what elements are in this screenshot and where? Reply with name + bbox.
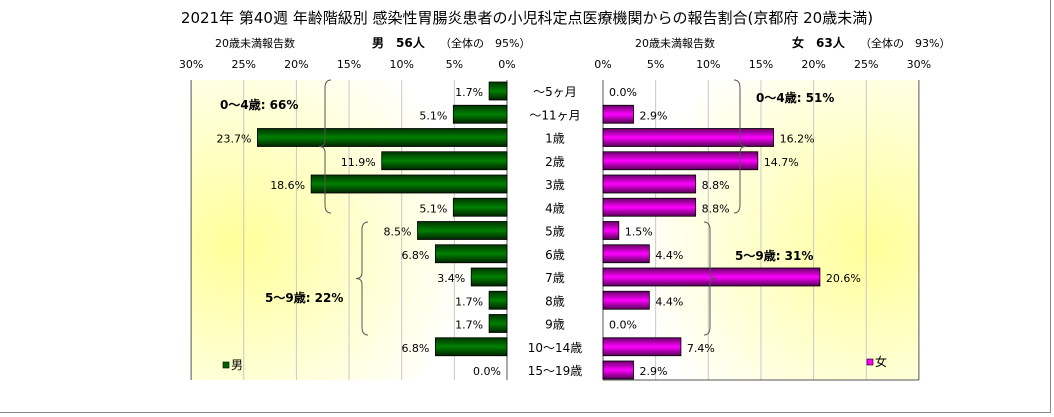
male-header-count: 男 56人 [372, 35, 426, 50]
category-label: ～5ヶ月 [533, 85, 577, 99]
female-bar [602, 290, 650, 310]
male-bar [488, 290, 508, 310]
female-tick-label: 20% [801, 58, 825, 71]
category-label: ～11ヶ月 [529, 108, 580, 122]
female-data-label: 20.6% [826, 272, 861, 285]
female-data-label: 14.7% [764, 156, 799, 169]
category-label: 7歳 [545, 271, 565, 285]
category-label: 5歳 [545, 225, 565, 239]
female-data-label: 2.9% [640, 109, 668, 122]
category-label: 15～19歳 [528, 364, 583, 378]
male-bar [452, 197, 508, 217]
female-bar [602, 197, 697, 217]
female-brace-5-9 [703, 221, 717, 336]
male-bar [452, 104, 508, 124]
female-data-label: 4.4% [655, 249, 683, 262]
male-tick-label: 15% [337, 58, 361, 71]
male-tick-label: 0% [498, 58, 515, 71]
male-group-label: 0～4歳: 66% [220, 97, 298, 112]
male-group-label: 5～9歳: 22% [265, 290, 343, 305]
category-label: 6歳 [545, 248, 565, 262]
male-legend-label: 男 [231, 358, 243, 372]
male-data-label: 11.9% [341, 156, 376, 169]
male-data-label: 1.7% [455, 295, 483, 308]
female-tick-label: 5% [647, 58, 664, 71]
male-tick-label: 25% [232, 58, 256, 71]
female-legend-swatch [866, 358, 874, 366]
female-bar [602, 337, 682, 357]
female-data-label: 0.0% [609, 86, 637, 99]
female-data-label: 4.4% [655, 295, 683, 308]
male-bar [417, 221, 508, 240]
category-label: 2歳 [545, 155, 565, 169]
male-bar [488, 81, 508, 101]
female-bar [602, 128, 774, 147]
male-bar [434, 337, 508, 357]
male-bar [381, 151, 508, 171]
male-header-share: （全体の 95%） [440, 36, 530, 50]
male-data-label: 3.4% [437, 272, 465, 285]
female-bar [602, 244, 650, 264]
female-data-label: 0.0% [609, 319, 637, 332]
female-data-label: 8.8% [702, 179, 730, 192]
category-label: 10～14歳 [528, 341, 583, 355]
male-legend-swatch [222, 361, 230, 369]
male-brace-5-9 [355, 221, 369, 336]
female-group-label: 0～4歳: 51% [756, 90, 834, 105]
female-bar [602, 104, 634, 124]
male-data-label: 5.1% [419, 109, 447, 122]
female-header-count: 女 63人 [792, 35, 846, 50]
male-tick-label: 20% [284, 58, 308, 71]
female-data-label: 1.5% [625, 226, 653, 239]
category-label: 9歳 [545, 318, 565, 332]
female-data-label: 2.9% [640, 365, 668, 378]
female-bar [602, 221, 620, 240]
chart-title: 2021年 第40週 年齢階級別 感染性胃腸炎患者の小児科定点医療機関からの報告… [181, 9, 873, 27]
category-label: 3歳 [545, 178, 565, 192]
male-bar [310, 174, 508, 194]
female-header-share: （全体の 93%） [860, 36, 950, 50]
male-tick-label: 10% [389, 58, 413, 71]
male-brace-0-4 [318, 79, 332, 214]
male-data-label: 23.7% [216, 133, 251, 146]
female-data-label: 16.2% [780, 133, 815, 146]
female-tick-label: 10% [696, 58, 720, 71]
female-tick-label: 15% [749, 58, 773, 71]
female-bar [602, 174, 697, 194]
female-tick-label: 25% [854, 58, 878, 71]
category-label: 8歳 [545, 294, 565, 308]
female-tick-label: 0% [594, 58, 611, 71]
female-data-label: 8.8% [702, 202, 730, 215]
male-tick-label: 5% [446, 58, 463, 71]
male-tick-label: 30% [179, 58, 203, 71]
male-bar [257, 128, 508, 147]
male-data-label: 1.7% [455, 86, 483, 99]
male-data-label: 8.5% [384, 226, 412, 239]
female-data-label: 7.4% [687, 342, 715, 355]
category-label: 1歳 [545, 132, 565, 146]
male-bar [488, 314, 508, 333]
male-data-label: 6.8% [401, 249, 429, 262]
male-data-label: 6.8% [401, 342, 429, 355]
male-bar [434, 244, 508, 264]
male-data-label: 1.7% [455, 319, 483, 332]
female-tick-label: 30% [907, 58, 931, 71]
male-data-label: 0.0% [473, 365, 501, 378]
male-bar [470, 267, 508, 287]
male-data-label: 18.6% [270, 179, 305, 192]
female-group-label: 5～9歳: 31% [735, 248, 813, 263]
female-header-label: 20歳未満報告数 [635, 37, 715, 50]
female-legend-label: 女 [875, 354, 887, 369]
male-header-label: 20歳未満報告数 [215, 37, 295, 50]
female-bar [602, 151, 759, 171]
male-data-label: 5.1% [419, 202, 447, 215]
female-bar [602, 360, 634, 380]
category-label: 4歳 [545, 201, 565, 215]
female-brace-0-4 [733, 79, 747, 214]
